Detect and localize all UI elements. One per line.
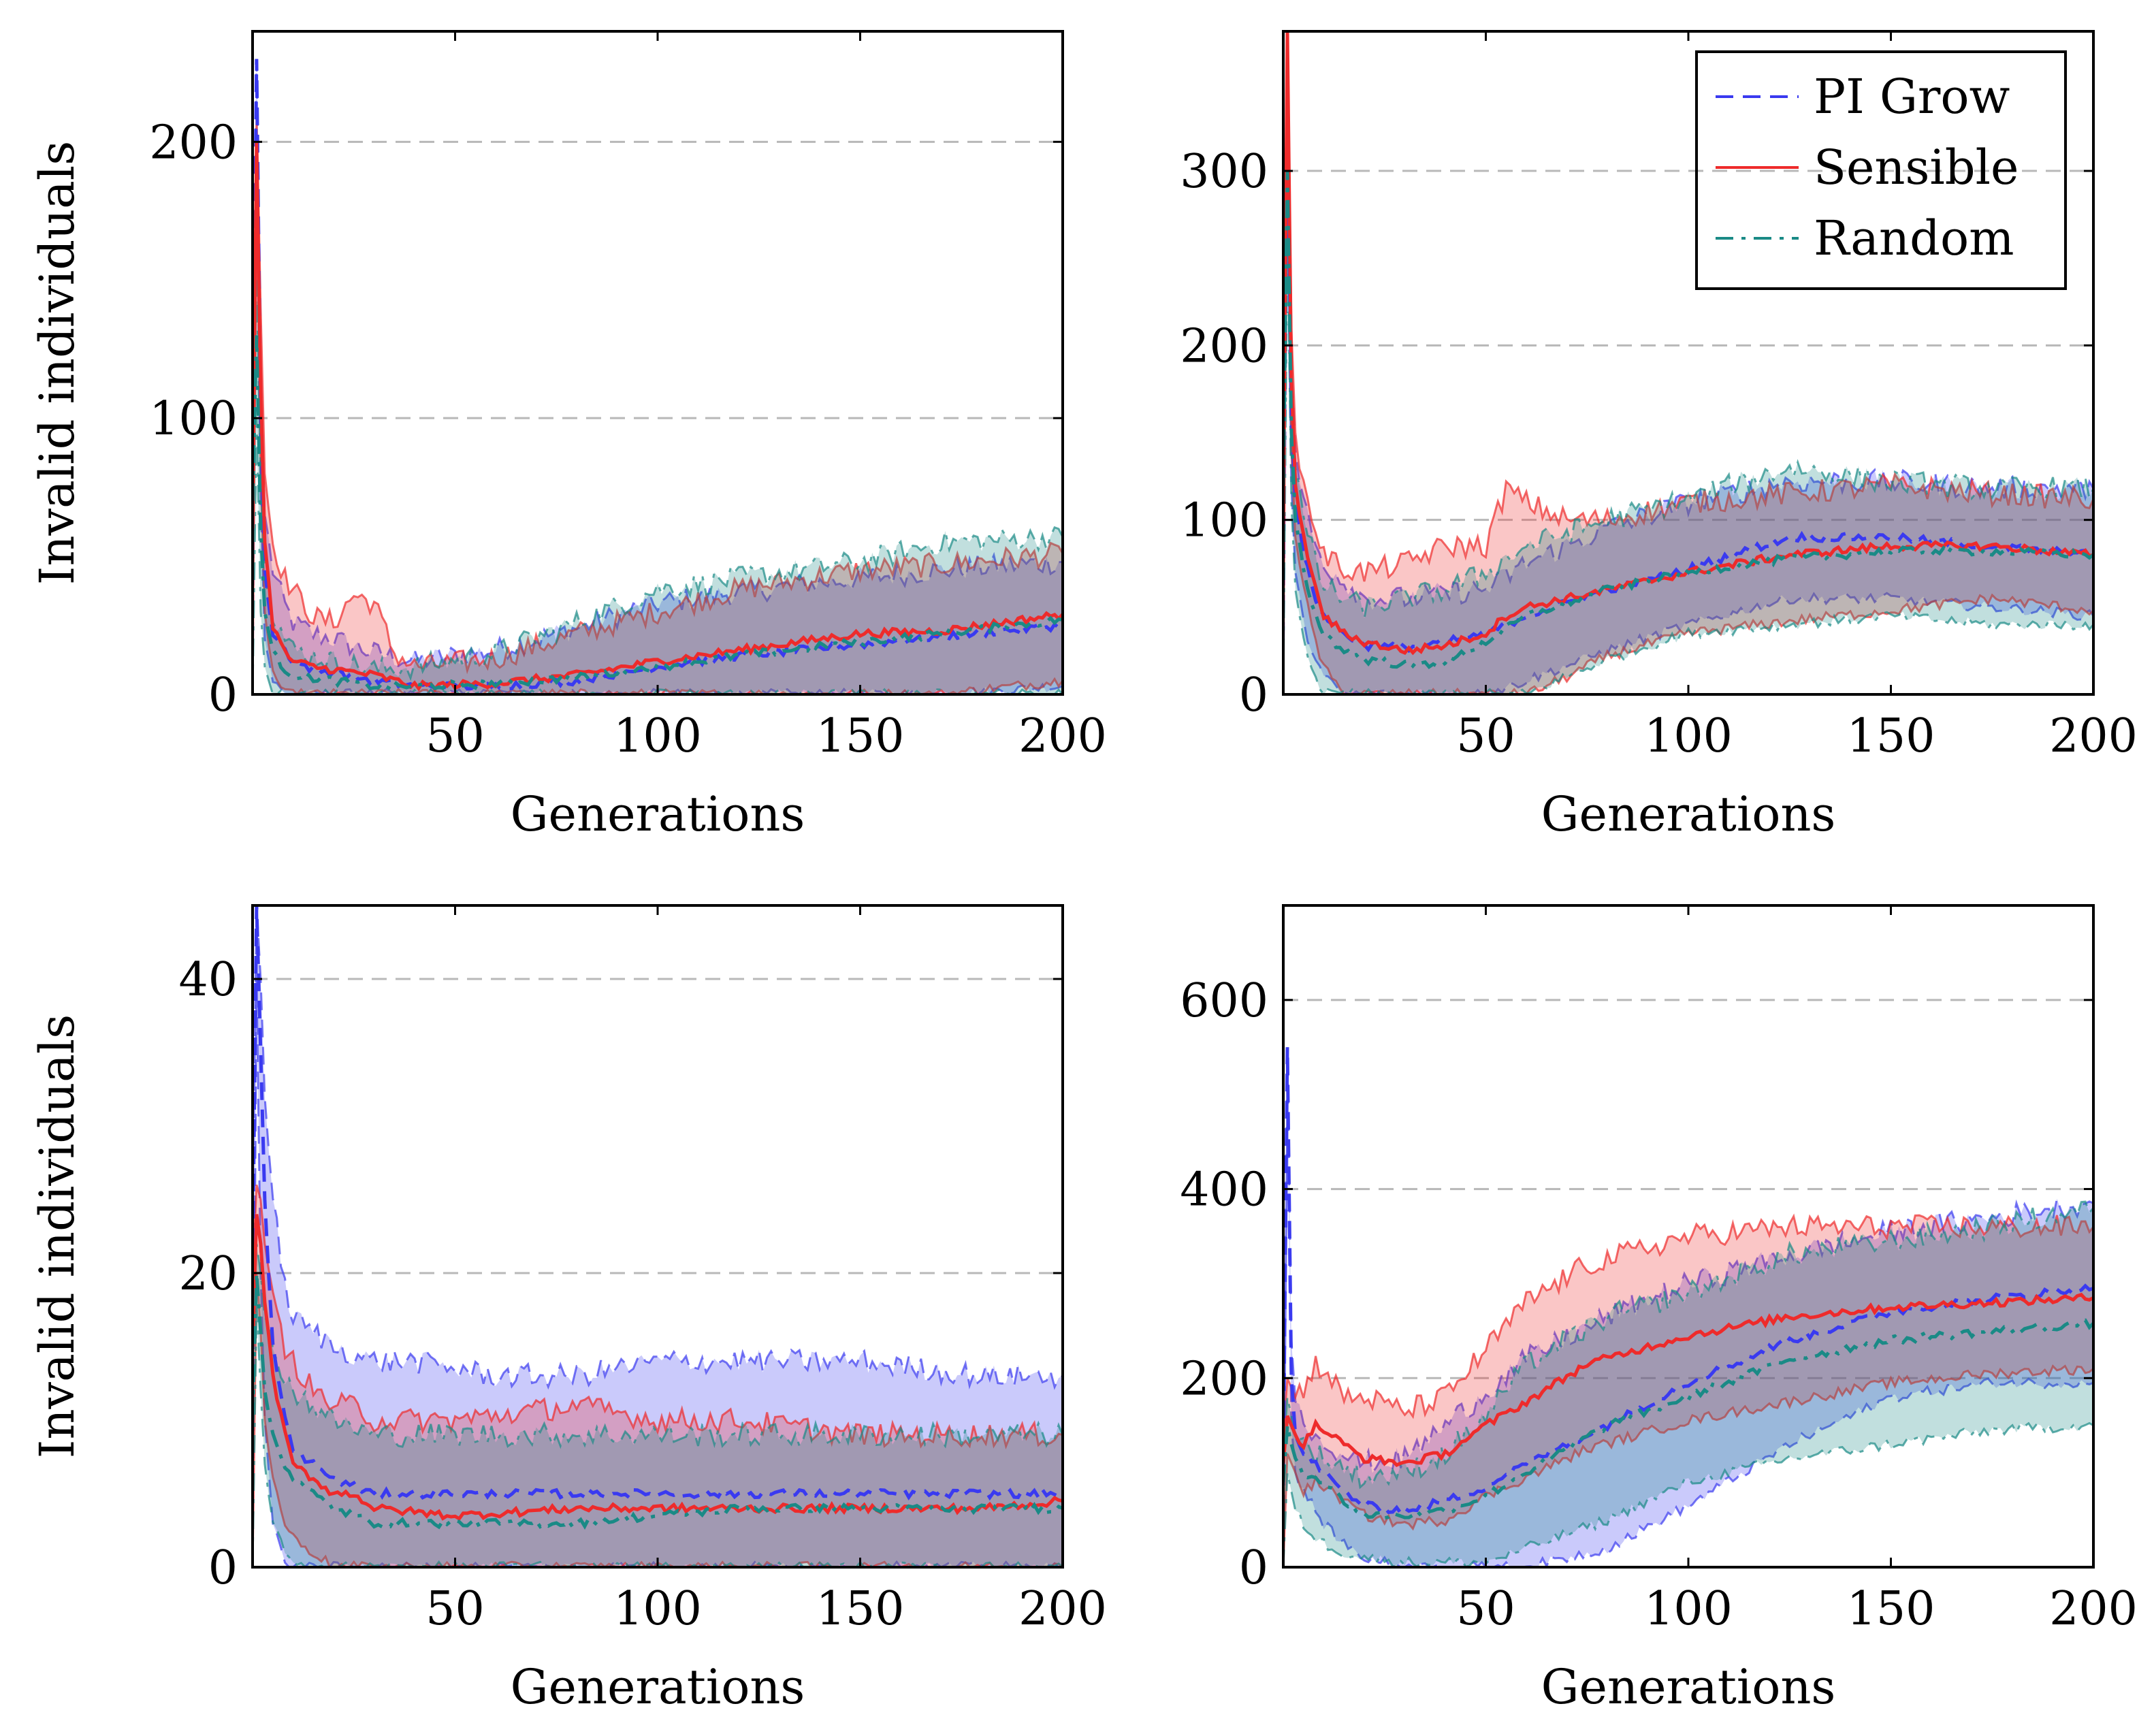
legend-box — [1695, 50, 2067, 290]
y-tick-label: 400 — [1180, 1163, 1268, 1217]
band-edge-upper-sensible — [1283, 31, 2093, 582]
series-line-random — [1283, 171, 2093, 669]
series-line-random — [1283, 1318, 2093, 1520]
band-edge-lower-pi_grow — [1283, 171, 2093, 694]
x-tick-label: 100 — [613, 709, 702, 763]
x-tick-label: 200 — [1018, 1582, 1107, 1636]
chart-panel-top-right: 50 100 150 200 0 100 200 300 Generations — [1180, 30, 2138, 842]
y-tick-label: 600 — [1180, 974, 1268, 1028]
x-axis-title: Generations — [1541, 786, 1836, 842]
y-axis-title: Invalid individuals — [29, 141, 85, 585]
x-tick-label: 150 — [1847, 1582, 1935, 1636]
band-edge-upper-random — [253, 280, 1063, 681]
band-pi_grow — [1283, 66, 2093, 694]
band-pi_grow — [1283, 1047, 2093, 1567]
legend-label-random: Random — [1814, 210, 2014, 266]
x-tick-label: 50 — [1456, 709, 1515, 763]
y-tick-label: 0 — [208, 669, 238, 722]
band-edge-upper-pi_grow — [1283, 66, 2093, 613]
x-tick-label: 50 — [425, 709, 485, 763]
x-tick-label: 150 — [1847, 709, 1935, 763]
legend: PI Grow Sensible Random — [1695, 50, 2067, 290]
legend-label-pi-grow: PI Grow — [1814, 69, 2010, 125]
x-tick-label: 50 — [1456, 1582, 1515, 1636]
series-line-sensible — [253, 1214, 1063, 1521]
band-edge-lower-sensible — [1283, 1364, 2093, 1567]
x-tick-label: 100 — [613, 1582, 702, 1636]
x-tick-label: 200 — [2049, 709, 2138, 763]
x-tick-label: 100 — [1644, 709, 1733, 763]
x-tick-label: 200 — [1018, 709, 1107, 763]
band-random — [1283, 118, 2093, 694]
band-random — [253, 1243, 1063, 1567]
y-tick-label: 300 — [1180, 145, 1268, 199]
band-edge-lower-pi_grow — [1283, 1094, 2093, 1567]
chart-panel-bottom-left: 50 100 150 200 0 20 40 Generations Invalid indiv… — [29, 904, 1107, 1715]
band-pi_grow — [253, 905, 1063, 1567]
series-line-random — [253, 335, 1063, 692]
band-edge-upper-pi_grow — [253, 905, 1063, 1390]
band-edge-upper-sensible — [253, 114, 1063, 675]
y-tick-label: 200 — [1180, 1352, 1268, 1406]
band-sensible — [1283, 1215, 2093, 1567]
chart-panel-top-left: 50 100 150 200 0 100 200 Generations Invalid ind… — [29, 30, 1107, 842]
band-edge-lower-sensible — [253, 197, 1063, 694]
x-tick-label: 150 — [816, 1582, 905, 1636]
band-sensible — [253, 114, 1063, 694]
y-tick-label: 0 — [208, 1541, 238, 1595]
y-tick-label: 20 — [178, 1247, 238, 1301]
band-pi_grow — [253, 59, 1063, 694]
band-sensible — [1283, 31, 2093, 694]
band-edge-lower-random — [1283, 223, 2093, 694]
series-line-sensible — [1283, 1292, 2093, 1468]
y-tick-label: 100 — [1180, 494, 1268, 548]
y-tick-label: 100 — [149, 392, 238, 446]
x-tick-label: 200 — [2049, 1582, 2138, 1636]
band-edge-upper-pi_grow — [253, 59, 1063, 669]
x-axis-title: Generations — [511, 786, 805, 842]
y-tick-label: 200 — [149, 116, 238, 170]
x-axis-title: Generations — [511, 1659, 805, 1715]
series-line-pi_grow — [253, 905, 1063, 1501]
y-axis-title: Invalid individuals — [29, 1014, 85, 1458]
x-tick-label: 100 — [1644, 1582, 1733, 1636]
band-edge-upper-sensible — [1283, 1213, 2093, 1435]
y-tick-label: 0 — [1239, 669, 1268, 722]
series-line-pi_grow — [1283, 1047, 2093, 1516]
chart-panel-bottom-right: 50 100 150 200 0 200 400 600 Generations — [1180, 904, 2138, 1715]
y-tick-label: 0 — [1239, 1541, 1268, 1595]
x-tick-label: 150 — [816, 709, 905, 763]
band-edge-upper-pi_grow — [1283, 1047, 2093, 1476]
x-axis-title: Generations — [1541, 1659, 1836, 1715]
legend-label-sensible: Sensible — [1814, 140, 2019, 195]
y-tick-label: 200 — [1180, 319, 1268, 373]
band-edge-lower-random — [1283, 1421, 2093, 1567]
band-sensible — [253, 1185, 1063, 1567]
y-tick-label: 40 — [178, 953, 238, 1007]
band-edge-upper-random — [253, 1243, 1063, 1450]
x-tick-label: 50 — [425, 1582, 485, 1636]
band-random — [253, 280, 1063, 694]
